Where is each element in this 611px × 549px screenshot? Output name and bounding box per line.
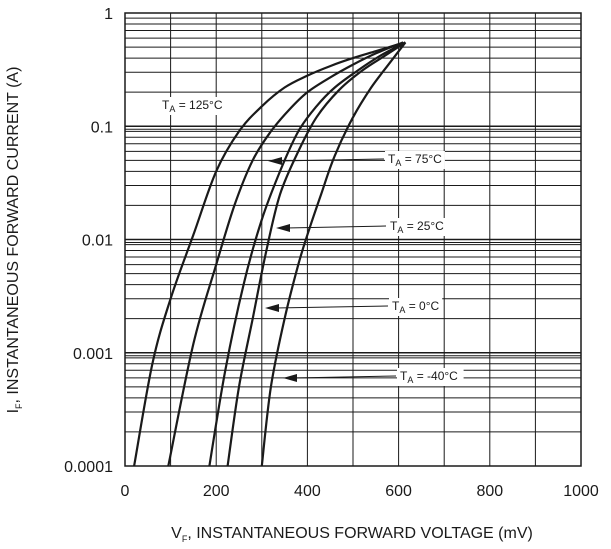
series-label: TA = 0°C	[392, 299, 440, 315]
curves	[133, 41, 407, 467]
label-background	[387, 218, 447, 236]
curve-series-3	[226, 41, 406, 467]
series-label: TA = -40°C	[400, 369, 458, 385]
label-arrow-head	[268, 157, 282, 165]
plot-frame	[124, 12, 582, 467]
series-label: TA = 25°C	[390, 219, 444, 235]
x-tick-label: 400	[294, 483, 321, 500]
x-axis-title: VF, INSTANTANEOUS FORWARD VOLTAGE (mV)	[171, 525, 533, 544]
x-tick-label: 800	[476, 483, 503, 500]
label-background	[389, 298, 443, 316]
y-tick-label: 0.1	[91, 119, 113, 136]
annotations: TA = 125°C TA = 75°C TA = 25°C TA = 0°C TA =…	[159, 97, 464, 386]
series-label: TA = 125°C	[162, 98, 223, 114]
label-arrow-line	[292, 375, 397, 379]
x-tick-label: 0	[121, 483, 130, 500]
y-tick-labels: 0.0001 0.001 0.01 0.1 1	[64, 6, 113, 476]
y-tick-label: 0.001	[73, 346, 113, 363]
label-arrow-line	[285, 225, 387, 229]
label-arrow-line	[277, 158, 385, 162]
label-background	[397, 368, 464, 386]
label-background	[385, 151, 445, 169]
curve-series-4	[260, 41, 407, 467]
y-tick-label: 0.0001	[64, 459, 113, 476]
label-arrow-head	[283, 374, 297, 382]
label-background	[159, 97, 226, 115]
y-tick-label: 0.01	[82, 233, 113, 250]
label-arrow-line	[274, 305, 389, 309]
grid	[125, 13, 581, 466]
series-label: TA = 75°C	[388, 152, 442, 168]
curve-series-1	[167, 41, 404, 467]
x-tick-label: 600	[385, 483, 412, 500]
x-tick-labels: 0 200 400 600 800 1000	[121, 483, 599, 500]
x-tick-label: 1000	[563, 483, 599, 500]
x-tick-label: 200	[203, 483, 230, 500]
y-tick-label: 1	[104, 6, 113, 23]
label-arrow-head	[276, 224, 290, 232]
curve-series-0	[133, 43, 399, 467]
y-axis-title: IF, INSTANTANEOUS FORWARD CURRENT (A)	[5, 67, 24, 414]
label-arrow-head	[265, 304, 279, 312]
curve-series-2	[208, 41, 406, 467]
